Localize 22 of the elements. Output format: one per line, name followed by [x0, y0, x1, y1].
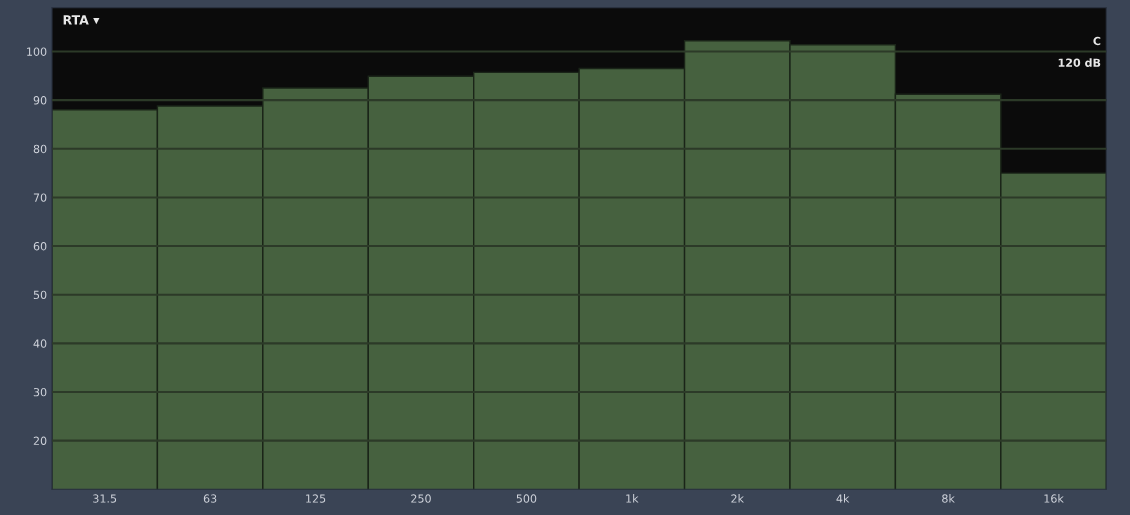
y-tick-label: 20	[33, 436, 47, 445]
x-tick-label: 4k	[836, 494, 850, 503]
annotation: C	[1093, 36, 1101, 46]
y-tick-label: 30	[33, 387, 47, 397]
x-tick-label: 2k	[731, 494, 744, 503]
y-tick-label: 60	[33, 242, 47, 251]
x-tick-label: 31.5	[93, 494, 117, 503]
x-tick-label: 63	[203, 494, 217, 503]
y-tick-label: 80	[33, 144, 47, 154]
chart-title: RTA ▾	[63, 15, 100, 25]
x-tick-label: 500	[516, 494, 537, 503]
annotation: 120 dB	[1058, 58, 1101, 67]
x-tick-label: 8k	[942, 494, 955, 503]
x-tick-label: 16k	[1044, 494, 1064, 503]
y-tick-label: 100	[27, 47, 47, 56]
y-tick-label: 90	[33, 96, 47, 105]
y-tick-label: 50	[33, 290, 47, 300]
x-tick-label: 125	[306, 494, 326, 503]
x-tick-label: 1k	[626, 494, 639, 503]
x-tick-label: 250	[411, 494, 431, 503]
y-tick-label: 40	[33, 339, 47, 348]
y-tick-label: 70	[33, 193, 47, 202]
